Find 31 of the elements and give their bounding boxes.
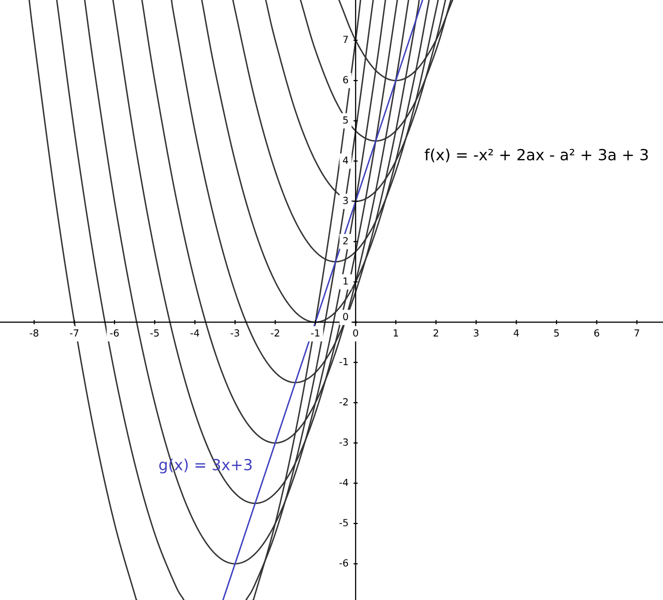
x-tick-label: 2 [434,329,438,336]
x-tick-label: 7 [634,329,640,336]
y-tick-label: 0 [343,312,348,320]
x-tick-label: 6 [594,329,600,337]
y-tick-label: 2 [343,237,348,244]
y-tick-label: -2 [339,398,348,406]
y-tick-label: -1 [339,358,348,366]
x-tick-label: -8 [30,329,38,337]
y-tick-label: -4 [339,478,348,486]
x-tick-label: 5 [554,329,559,337]
y-tick-label: -5 [339,519,348,526]
x-tick-label: -7 [70,329,78,336]
y-tick-label: 3 [343,196,348,204]
x-tick-label: 1 [394,329,398,336]
x-tick-label: -6 [110,329,119,337]
x-tick-label: -1 [311,329,320,336]
y-tick-label: 7 [343,36,348,43]
x-tick-label: 0 [353,329,358,337]
x-tick-label: -3 [230,329,240,337]
y-tick-label: 4 [342,156,348,164]
x-tick-label: 3 [474,329,478,337]
x-tick-label: -2 [270,329,280,336]
y-tick-label: 1 [344,277,348,285]
y-tick-label: 5 [343,116,348,124]
y-tick-label: -6 [339,559,348,567]
y-tick-label: 6 [343,76,348,84]
x-tick-label: -4 [190,329,200,336]
annotation: f(x) = -x² + 2ax - a² + 3a + 3 [424,148,648,162]
y-tick-label: -3 [339,438,348,446]
x-tick-label: -5 [150,329,159,337]
x-tick-label: 4 [514,329,519,336]
